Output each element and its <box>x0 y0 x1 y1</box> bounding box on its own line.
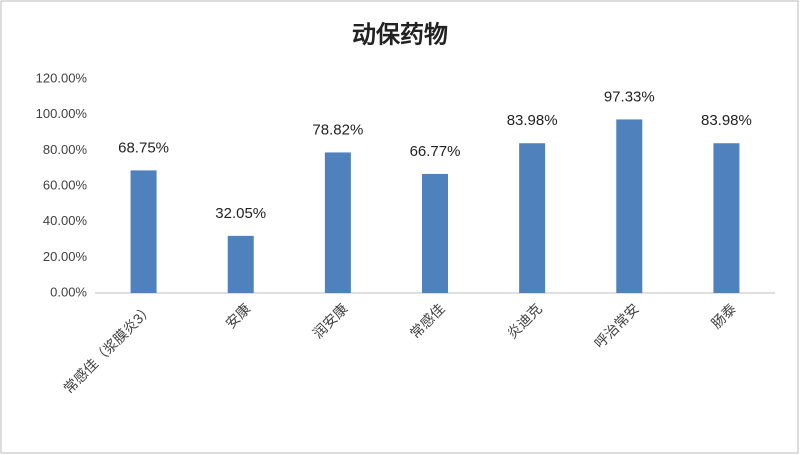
y-tick-label: 120.00% <box>36 70 88 85</box>
y-tick-label: 100.00% <box>36 106 88 121</box>
value-label: 83.98% <box>701 112 752 129</box>
bar <box>616 119 643 294</box>
bar <box>422 173 448 293</box>
value-label: 97.33% <box>604 88 655 105</box>
bar <box>713 143 740 293</box>
value-label: 78.82% <box>312 121 363 138</box>
value-label: 66.77% <box>410 143 461 160</box>
value-label: 68.75% <box>118 139 169 156</box>
y-tick-label: 0.00% <box>50 284 87 299</box>
bar <box>324 152 351 293</box>
value-label: 83.98% <box>507 112 558 129</box>
bar <box>519 143 546 293</box>
bar <box>227 235 254 293</box>
y-tick-label: 20.00% <box>43 249 88 264</box>
y-tick-label: 60.00% <box>43 177 88 192</box>
y-tick-label: 80.00% <box>43 142 88 157</box>
value-label: 32.05% <box>215 205 266 222</box>
y-tick-label: 40.00% <box>43 213 88 228</box>
chart-title: 动保药物 <box>352 21 448 48</box>
bar <box>130 170 157 293</box>
